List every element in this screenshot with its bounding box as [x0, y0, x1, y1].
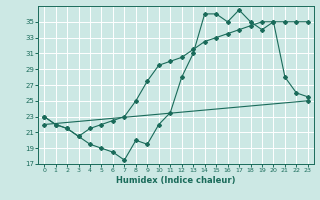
X-axis label: Humidex (Indice chaleur): Humidex (Indice chaleur): [116, 176, 236, 185]
